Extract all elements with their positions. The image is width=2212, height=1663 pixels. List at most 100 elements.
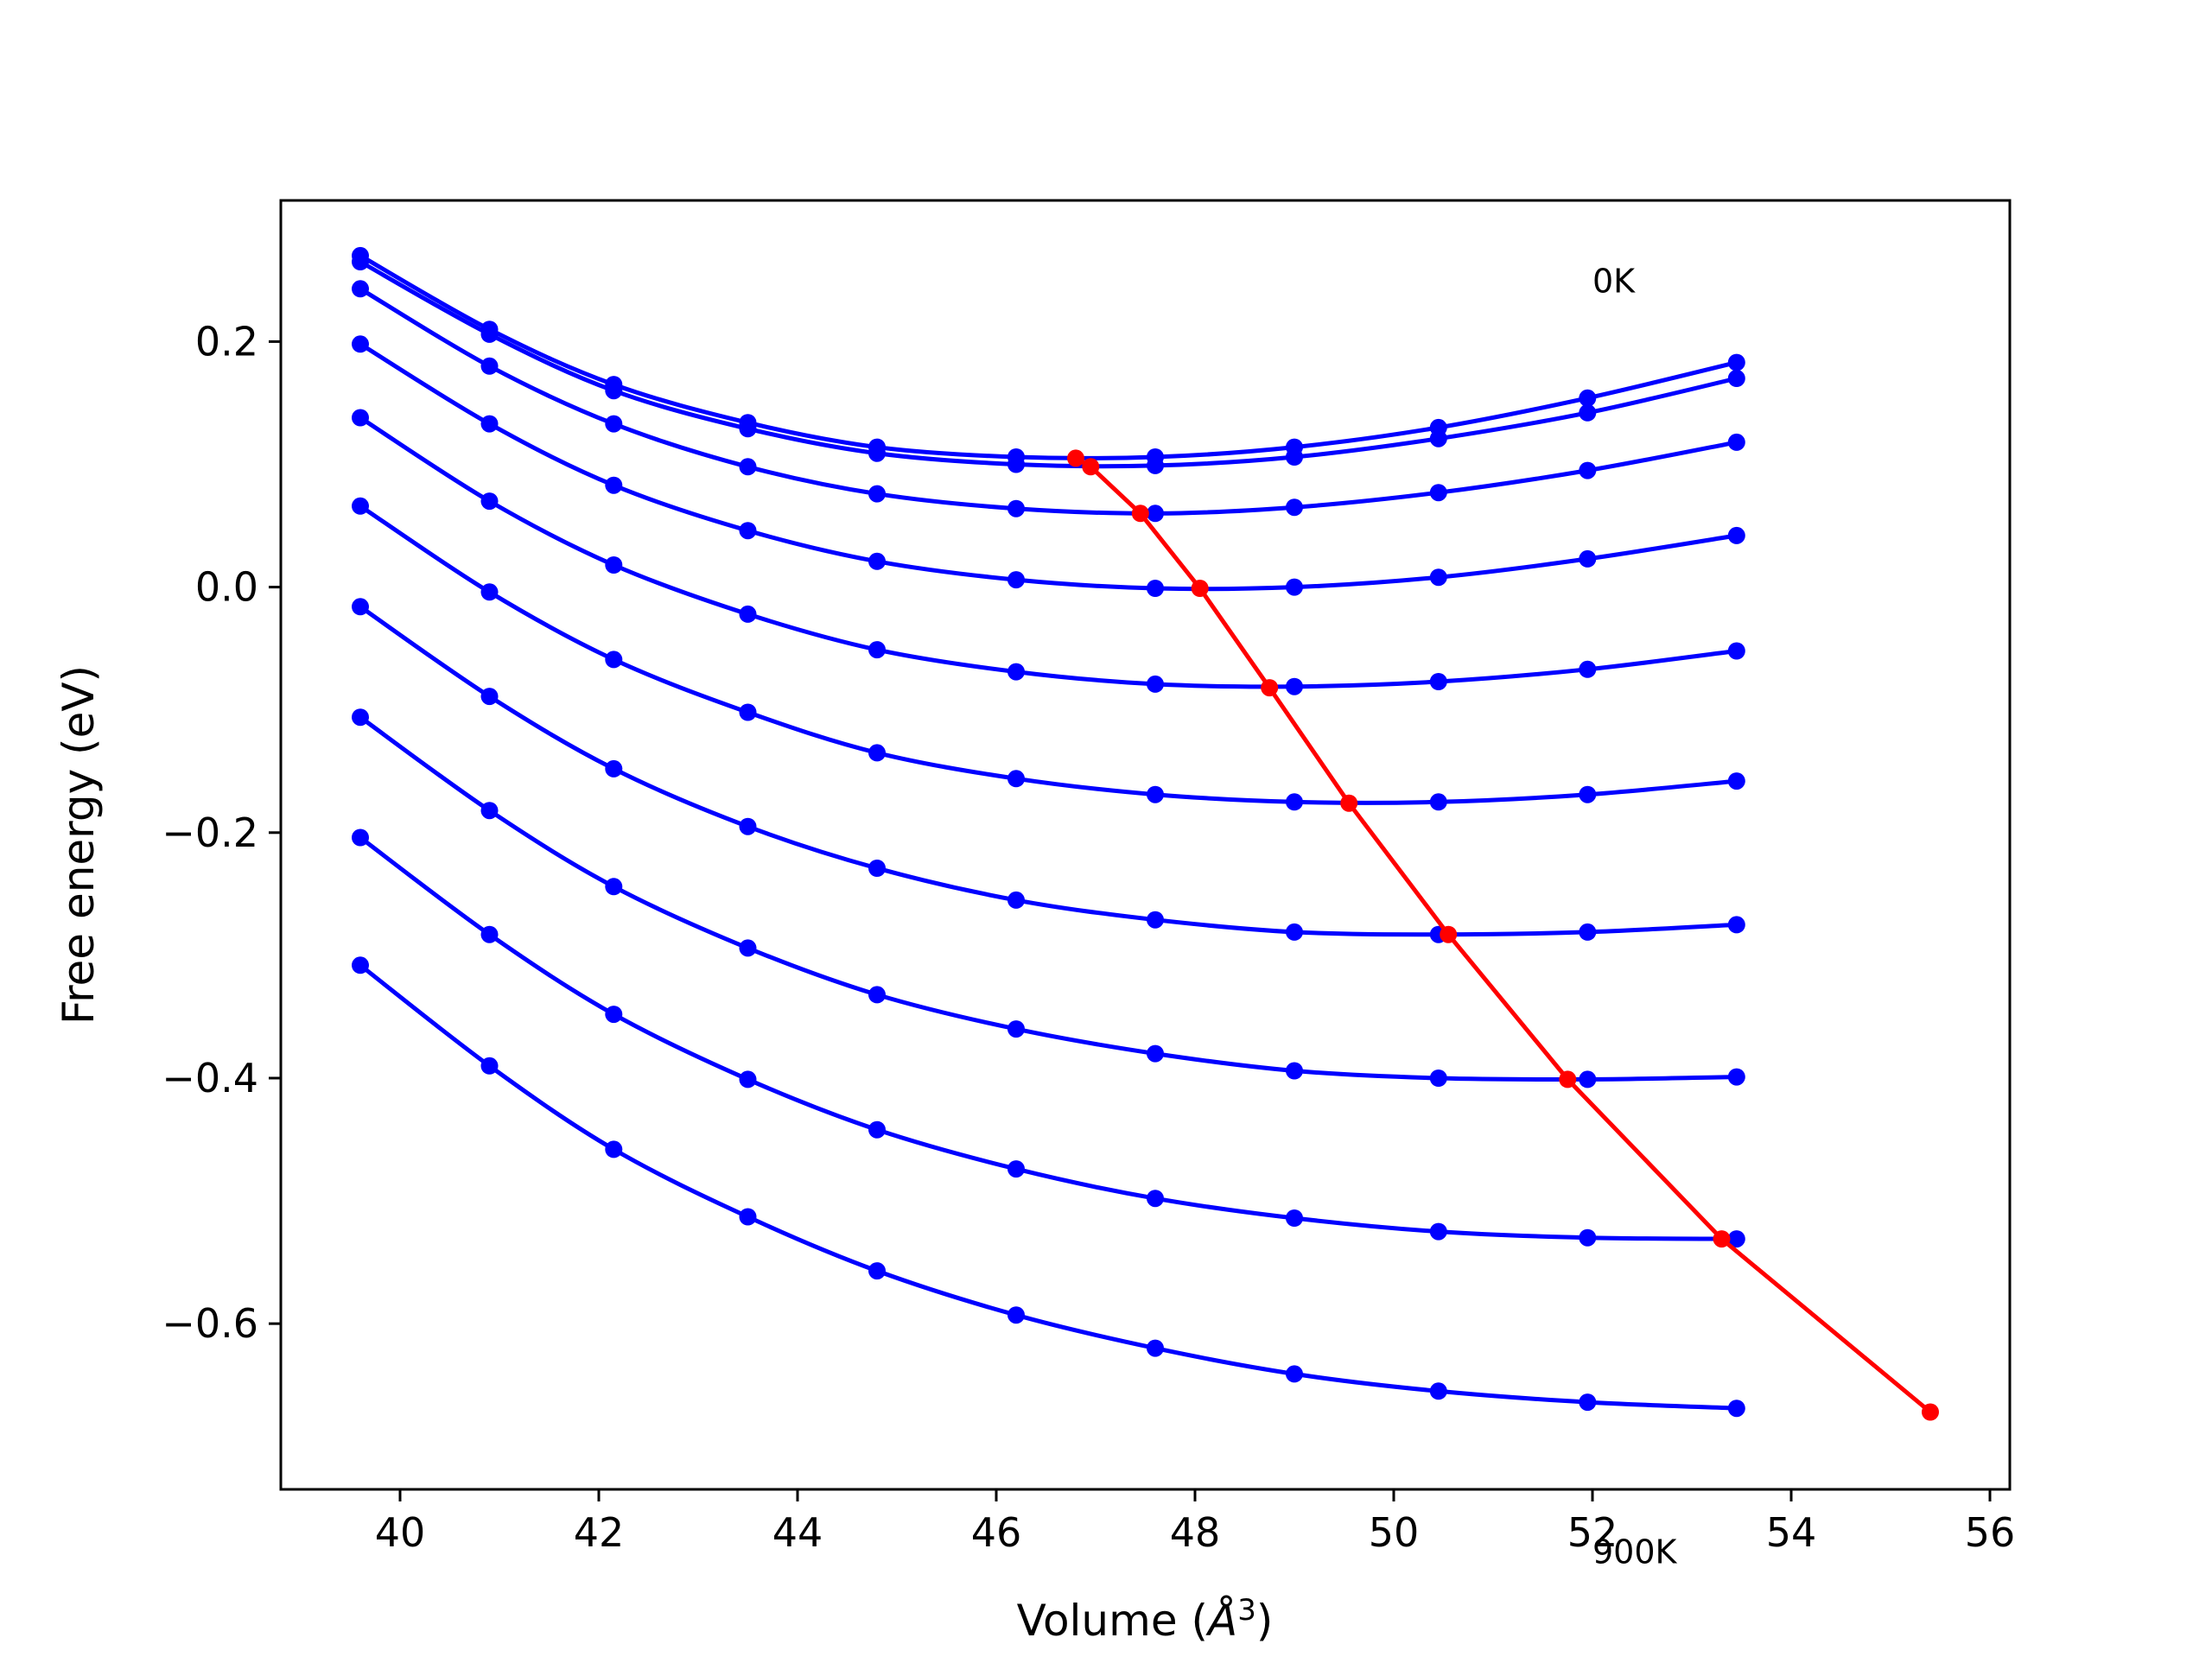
data-point bbox=[868, 444, 886, 462]
data-point bbox=[480, 357, 499, 375]
x-axis-label: Volume (Å3) bbox=[1017, 1593, 1274, 1646]
equilibrium-point bbox=[1082, 458, 1100, 476]
y-tick-label: −0.4 bbox=[162, 1055, 258, 1101]
data-point bbox=[352, 497, 369, 515]
equilibrium-point bbox=[1559, 1070, 1577, 1089]
data-point bbox=[605, 651, 623, 669]
free-energy-curve-5 bbox=[359, 504, 1738, 805]
data-point bbox=[1147, 675, 1164, 693]
data-point bbox=[480, 325, 499, 343]
data-point bbox=[868, 641, 886, 659]
curves-layer bbox=[352, 246, 1745, 1418]
data-point bbox=[1727, 1068, 1745, 1086]
y-axis: 0.2 0.0 −0.2 −0.4 −0.6 bbox=[162, 318, 281, 1347]
free-energy-curve-0 bbox=[359, 253, 1738, 460]
plot-frame bbox=[279, 199, 2012, 1491]
data-point bbox=[1727, 526, 1745, 544]
data-point bbox=[352, 409, 369, 427]
y-tick-label: 0.2 bbox=[195, 318, 258, 365]
data-point bbox=[480, 688, 499, 706]
x-axis: 40 42 44 46 48 50 52 54 56 bbox=[375, 1489, 2015, 1556]
data-point bbox=[868, 552, 886, 570]
x-tick-label: 42 bbox=[574, 1509, 625, 1556]
data-point bbox=[352, 253, 369, 270]
data-point bbox=[1579, 660, 1597, 678]
free-energy-curve-2 bbox=[359, 287, 1738, 516]
data-point bbox=[605, 556, 623, 574]
y-axis-label: Free energy (eV) bbox=[54, 665, 104, 1025]
data-point bbox=[1007, 891, 1025, 909]
data-point bbox=[480, 583, 499, 601]
x-tick-label: 52 bbox=[1567, 1509, 1618, 1556]
minima-layer bbox=[1067, 449, 1939, 1421]
data-point bbox=[868, 986, 886, 1004]
data-point bbox=[739, 605, 757, 623]
data-point bbox=[605, 476, 623, 494]
data-point bbox=[1286, 1062, 1303, 1080]
data-point bbox=[1286, 1209, 1303, 1227]
data-point bbox=[1429, 793, 1447, 811]
data-point bbox=[352, 280, 369, 298]
free-energy-curve-6 bbox=[359, 605, 1737, 937]
data-point bbox=[1286, 578, 1303, 596]
data-point bbox=[352, 335, 369, 353]
y-tick-label: −0.6 bbox=[162, 1300, 258, 1347]
data-point bbox=[352, 956, 369, 974]
data-point bbox=[480, 1057, 499, 1075]
data-point bbox=[1147, 1190, 1164, 1208]
data-point bbox=[1727, 1400, 1745, 1418]
data-point bbox=[605, 1140, 623, 1158]
data-point bbox=[1147, 785, 1164, 803]
data-point bbox=[868, 485, 886, 503]
data-point bbox=[739, 522, 757, 540]
x-tick-label: 40 bbox=[375, 1509, 426, 1556]
data-point bbox=[480, 415, 499, 433]
data-point bbox=[1007, 571, 1025, 589]
data-point bbox=[352, 708, 369, 727]
data-point bbox=[1579, 389, 1597, 407]
equilibrium-point bbox=[1713, 1230, 1731, 1248]
data-point bbox=[1727, 772, 1745, 790]
data-point bbox=[1147, 1044, 1164, 1063]
y-tick-label: −0.2 bbox=[162, 809, 258, 856]
data-point bbox=[739, 939, 757, 957]
data-point bbox=[1007, 1160, 1025, 1178]
equilibrium-point bbox=[1340, 794, 1358, 812]
data-point bbox=[1579, 923, 1597, 941]
x-tick-label: 44 bbox=[772, 1509, 823, 1556]
data-point bbox=[605, 878, 623, 896]
data-point bbox=[1429, 1070, 1447, 1087]
data-point bbox=[1007, 455, 1025, 473]
data-point bbox=[868, 744, 886, 762]
data-point bbox=[1147, 580, 1164, 597]
data-point bbox=[1429, 484, 1447, 502]
data-point bbox=[1286, 1365, 1303, 1383]
equilibrium-volume-line bbox=[1074, 456, 1932, 1414]
data-point bbox=[1579, 403, 1597, 422]
data-point bbox=[1147, 911, 1164, 929]
temperature-annotation: 0K bbox=[1592, 263, 1636, 301]
data-point bbox=[1579, 1228, 1597, 1247]
data-point bbox=[739, 1208, 757, 1226]
y-tick-label: 0.0 bbox=[195, 564, 258, 611]
x-tick-label: 50 bbox=[1369, 1509, 1420, 1556]
data-point bbox=[1579, 1393, 1597, 1412]
data-point bbox=[1429, 1382, 1447, 1400]
data-point bbox=[1727, 433, 1745, 451]
data-point bbox=[739, 420, 757, 438]
data-point bbox=[605, 759, 623, 778]
data-point bbox=[1007, 663, 1025, 681]
data-point bbox=[605, 415, 623, 433]
data-point bbox=[1429, 673, 1447, 690]
data-point bbox=[605, 382, 623, 400]
equilibrium-point bbox=[1440, 925, 1458, 943]
data-point bbox=[1727, 353, 1745, 371]
data-point bbox=[868, 1120, 886, 1139]
data-point bbox=[1286, 448, 1303, 466]
free-energy-curve-7 bbox=[359, 715, 1737, 1082]
equilibrium-point bbox=[1261, 679, 1279, 697]
data-point bbox=[1007, 770, 1025, 788]
x-tick-label: 48 bbox=[1170, 1509, 1221, 1556]
